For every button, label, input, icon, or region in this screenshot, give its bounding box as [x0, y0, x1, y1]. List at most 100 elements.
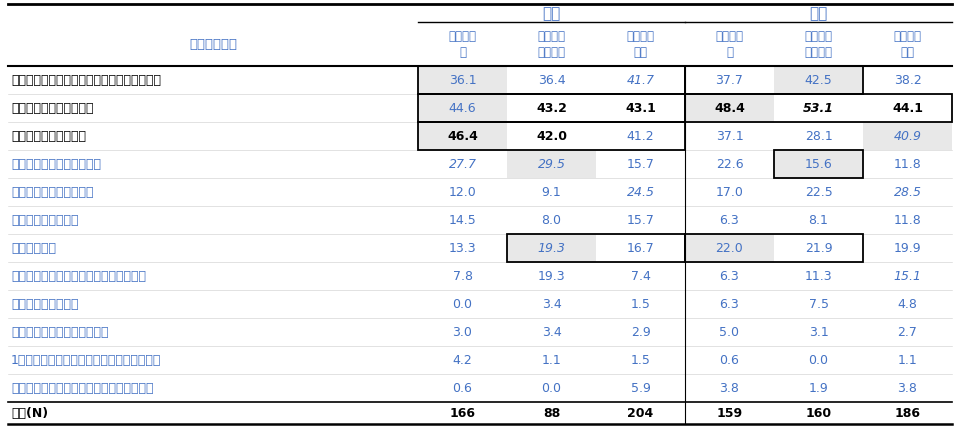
Text: 27.7: 27.7	[449, 158, 477, 171]
Bar	[418, 95, 685, 123]
Text: 賃金の条件がよくなかった: 賃金の条件がよくなかった	[11, 158, 101, 171]
Text: 29.5: 29.5	[537, 158, 566, 171]
Text: 19.3: 19.3	[538, 270, 565, 283]
Text: 初職離職理由: 初職離職理由	[189, 39, 237, 51]
Bar	[774, 67, 863, 95]
Text: 7.4: 7.4	[631, 270, 650, 283]
Text: 5.0: 5.0	[719, 326, 739, 339]
Text: 15.1: 15.1	[894, 270, 922, 283]
Text: 健康上の理由: 健康上の理由	[11, 242, 56, 255]
Text: 3.4: 3.4	[542, 326, 561, 339]
Text: 人間関係がよくなかった: 人間関係がよくなかった	[11, 102, 93, 115]
Text: 19.3: 19.3	[537, 242, 566, 255]
Text: 13.3: 13.3	[449, 242, 477, 255]
Text: ノルマや責任が重すぎた: ノルマや責任が重すぎた	[11, 186, 93, 199]
Text: 28.5: 28.5	[894, 186, 922, 199]
Text: 24.5: 24.5	[626, 186, 654, 199]
Text: 15.7: 15.7	[626, 158, 654, 171]
Text: 3.4: 3.4	[542, 298, 561, 311]
Text: 0.0: 0.0	[542, 381, 562, 395]
Text: 会社に将来性がない: 会社に将来性がない	[11, 214, 79, 227]
Text: 11.3: 11.3	[805, 270, 832, 283]
Text: 36.4: 36.4	[538, 74, 565, 87]
Text: 1つの会社に長く勤務する気がなかったため: 1つの会社に長く勤務する気がなかったため	[11, 354, 161, 367]
Bar	[507, 151, 596, 178]
Text: 36.1: 36.1	[449, 74, 477, 87]
Text: 合計(N): 合計(N)	[11, 407, 48, 420]
Text: 41.2: 41.2	[626, 130, 654, 143]
Text: 中学・高
校: 中学・高 校	[449, 30, 477, 59]
Bar	[418, 123, 507, 151]
Text: 38.2: 38.2	[894, 74, 922, 87]
Text: 88: 88	[543, 407, 560, 420]
Bar	[774, 151, 863, 178]
Text: 28.1: 28.1	[805, 130, 832, 143]
Text: 5.9: 5.9	[631, 381, 650, 395]
Text: 自分の技能・能力が活かせられなかった: 自分の技能・能力が活かせられなかった	[11, 270, 146, 283]
Text: 42.5: 42.5	[805, 74, 832, 87]
Text: 12.0: 12.0	[449, 186, 477, 199]
Text: 11.8: 11.8	[894, 214, 922, 227]
Text: 43.1: 43.1	[625, 102, 656, 115]
Text: 42.0: 42.0	[536, 130, 567, 143]
Text: 男性: 男性	[543, 7, 561, 21]
Text: 186: 186	[895, 407, 921, 420]
Text: 8.1: 8.1	[808, 214, 829, 227]
Text: 不安定な雇用状態が嫌だった: 不安定な雇用状態が嫌だった	[11, 326, 108, 339]
Text: 仕事が自分に合わない: 仕事が自分に合わない	[11, 130, 86, 143]
Text: 16.7: 16.7	[626, 242, 654, 255]
Bar	[418, 67, 507, 95]
Bar	[685, 95, 952, 123]
Text: 7.5: 7.5	[808, 298, 829, 311]
Bar	[418, 95, 507, 123]
Text: 3.8: 3.8	[898, 381, 918, 395]
Text: 6.3: 6.3	[719, 270, 739, 283]
Text: 労働時間・休日・休暇の条件がよくなかった: 労働時間・休日・休暇の条件がよくなかった	[11, 74, 161, 87]
Text: 1.5: 1.5	[631, 354, 650, 367]
Text: 44.6: 44.6	[449, 102, 477, 115]
Bar	[685, 95, 774, 123]
Text: 21.9: 21.9	[805, 242, 832, 255]
Text: 44.1: 44.1	[892, 102, 923, 115]
Text: 4.2: 4.2	[453, 354, 473, 367]
Text: 1.9: 1.9	[808, 381, 829, 395]
Text: 7.8: 7.8	[453, 270, 473, 283]
Bar	[685, 67, 863, 95]
Text: 0.0: 0.0	[453, 298, 473, 311]
Text: 0.6: 0.6	[453, 381, 473, 395]
Text: 2.9: 2.9	[631, 326, 650, 339]
Text: 41.7: 41.7	[626, 74, 654, 87]
Text: 3.1: 3.1	[808, 326, 829, 339]
Text: 11.8: 11.8	[894, 158, 922, 171]
Text: 1.5: 1.5	[631, 298, 650, 311]
Text: 0.6: 0.6	[719, 354, 739, 367]
Text: 6.3: 6.3	[719, 298, 739, 311]
Text: 専門・高
専・短大: 専門・高 専・短大	[805, 30, 832, 59]
Text: 1.1: 1.1	[898, 354, 918, 367]
Text: 3.8: 3.8	[719, 381, 739, 395]
Text: 大学・大
学院: 大学・大 学院	[894, 30, 922, 59]
Bar	[418, 67, 685, 95]
Bar	[774, 151, 863, 178]
Text: 37.1: 37.1	[715, 130, 743, 143]
Text: 17.0: 17.0	[715, 186, 743, 199]
Text: 37.7: 37.7	[715, 74, 743, 87]
Text: 4.8: 4.8	[898, 298, 918, 311]
Text: 204: 204	[627, 407, 654, 420]
Bar	[685, 234, 774, 263]
Text: 3.0: 3.0	[453, 326, 473, 339]
Bar	[685, 234, 863, 263]
Text: 159: 159	[716, 407, 742, 420]
Text: 9.1: 9.1	[542, 186, 561, 199]
Text: 22.5: 22.5	[805, 186, 832, 199]
Bar	[863, 123, 952, 151]
Text: 14.5: 14.5	[449, 214, 477, 227]
Text: 46.4: 46.4	[447, 130, 478, 143]
Text: 22.0: 22.0	[715, 242, 743, 255]
Text: 160: 160	[806, 407, 831, 420]
Text: 48.4: 48.4	[714, 102, 745, 115]
Text: 19.9: 19.9	[894, 242, 922, 255]
Text: 15.6: 15.6	[805, 158, 832, 171]
Text: 166: 166	[450, 407, 476, 420]
Text: 結婚、子育てのため: 結婚、子育てのため	[11, 298, 79, 311]
